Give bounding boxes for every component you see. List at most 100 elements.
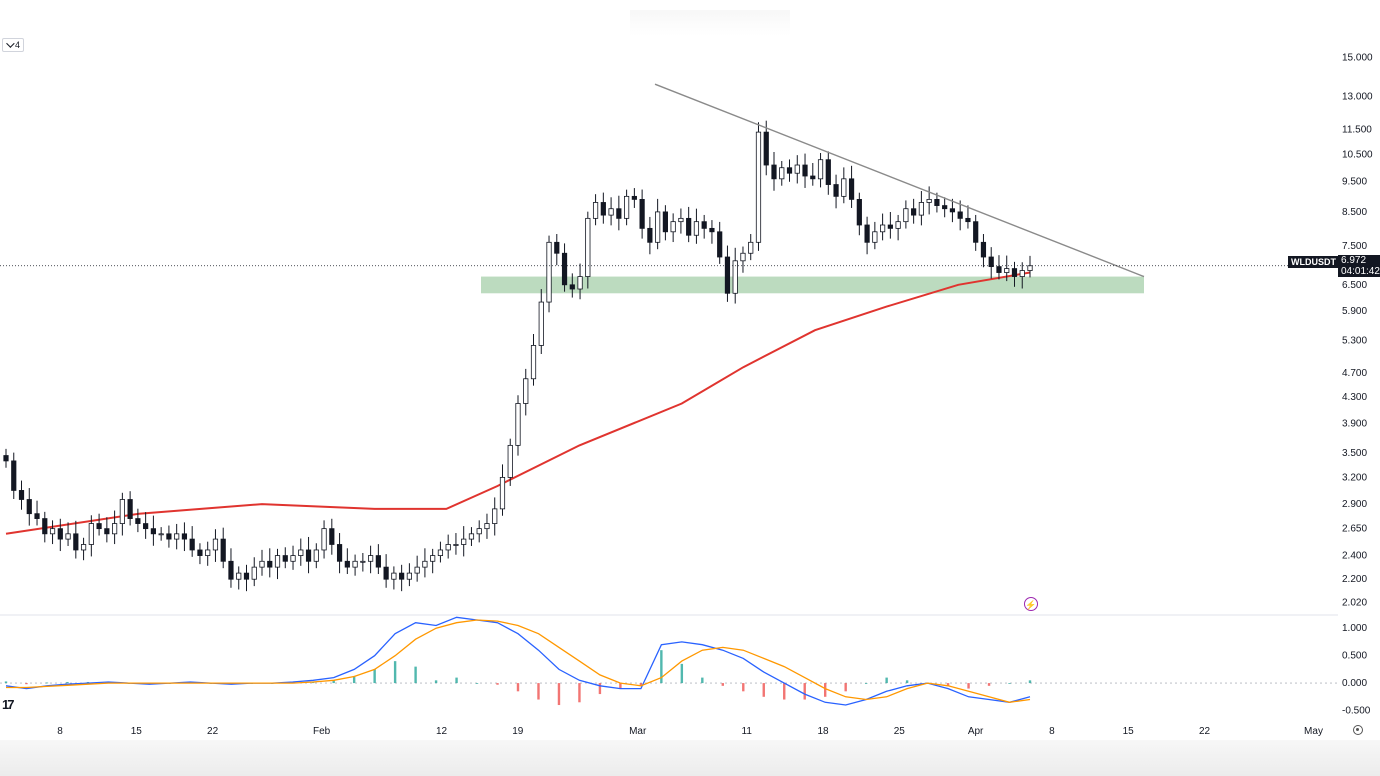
- candle-body: [515, 403, 521, 446]
- candle-body: [445, 544, 451, 551]
- candle-body: [127, 499, 133, 519]
- candle-body: [414, 566, 420, 574]
- candle-body: [949, 208, 956, 213]
- candle-body: [973, 221, 979, 243]
- candle-body: [631, 195, 637, 200]
- candle-body: [817, 159, 824, 180]
- macd-histogram-bar: [803, 683, 806, 700]
- price-tick-label: 5.300: [1342, 335, 1367, 346]
- macd-histogram-bar: [434, 680, 438, 684]
- candle-body: [670, 221, 676, 233]
- bottom-fade: [0, 740, 1380, 776]
- macd-histogram-bar: [578, 683, 581, 703]
- time-axis[interactable]: 8 15 22 Feb 12 19 Mar 11 18 25 Apr 8 15 22 May: [57, 726, 1323, 737]
- candle-body: [158, 533, 164, 536]
- candle-body: [360, 560, 366, 563]
- candle-body: [608, 208, 614, 216]
- macd-histogram-bar: [844, 683, 847, 692]
- time-tick-label: 18: [817, 726, 829, 737]
- candle-body: [197, 549, 203, 556]
- candle-body: [274, 555, 281, 568]
- candle-body: [833, 184, 839, 197]
- price-tick-label: 15.000: [1342, 53, 1373, 64]
- candle-body: [453, 544, 459, 546]
- candle-body: [880, 224, 886, 233]
- candle-body: [321, 528, 327, 551]
- candle-body: [561, 252, 568, 286]
- macd-histogram-bar: [1008, 683, 1011, 684]
- candle-body: [313, 549, 319, 562]
- candle-body: [228, 560, 234, 580]
- candle-body: [647, 227, 653, 243]
- candle-body: [624, 195, 630, 219]
- candle-body: [577, 276, 583, 290]
- candle-body: [554, 241, 560, 254]
- price-tick-label: 13.000: [1342, 91, 1373, 102]
- candle-body: [755, 131, 762, 243]
- macd-histogram-bar: [455, 677, 458, 684]
- candle-body: [903, 208, 909, 223]
- candle-body: [189, 538, 195, 551]
- legend-count: 4: [15, 40, 21, 50]
- time-tick-label: 22: [1199, 726, 1211, 737]
- signal-line: [6, 619, 1031, 703]
- candle-body: [926, 199, 932, 203]
- candle-body: [693, 221, 700, 236]
- tradingview-logo[interactable]: 17: [2, 697, 15, 712]
- macd-histogram-bar: [537, 683, 540, 700]
- candle-body: [406, 572, 412, 580]
- candle-body: [507, 444, 513, 478]
- macd-histogram-bar: [25, 683, 28, 685]
- macd-histogram-bar: [639, 683, 643, 686]
- candle-body: [709, 227, 715, 233]
- candle-body: [779, 167, 785, 180]
- candle-body: [236, 572, 242, 580]
- price-tick-label: 2.400: [1342, 551, 1367, 562]
- macd-histogram-bar: [721, 683, 724, 686]
- time-tick-label: 15: [131, 726, 143, 737]
- gear-icon[interactable]: [1353, 725, 1363, 735]
- macd-axis[interactable]: 1.000 0.500 0.000 -0.500: [1342, 623, 1371, 716]
- candle-body: [468, 533, 475, 540]
- candle-body: [212, 538, 219, 551]
- candle-body: [73, 533, 79, 551]
- macd-tick-label: 1.000: [1342, 623, 1367, 634]
- candle-body: [461, 538, 467, 545]
- candle-body: [368, 555, 374, 562]
- candle-body: [251, 566, 257, 580]
- candle-body: [538, 301, 544, 346]
- candle-body: [492, 508, 498, 524]
- candle-body: [205, 549, 211, 556]
- candle-body: [96, 523, 102, 530]
- candle-body: [686, 217, 692, 236]
- macd-histogram-bar: [393, 661, 397, 684]
- candle-body: [26, 499, 32, 515]
- candle-body: [329, 528, 335, 545]
- candle-body: [1027, 265, 1033, 271]
- candle-body: [3, 455, 9, 462]
- macd-histogram-bar: [967, 683, 970, 689]
- macd-histogram-bar: [414, 666, 417, 684]
- macd-tick-label: 0.500: [1342, 651, 1367, 662]
- candle-body: [143, 523, 149, 530]
- macd-histogram-bar: [660, 650, 663, 684]
- candle-body: [399, 572, 405, 580]
- macd-histogram-bar: [864, 683, 868, 684]
- candle-body: [988, 256, 994, 268]
- candle-body: [181, 533, 188, 540]
- candle-body: [965, 217, 971, 223]
- candle-body: [655, 211, 661, 243]
- price-tick-label: 2.020: [1342, 597, 1367, 608]
- price-axis[interactable]: 15.000 13.000 11.500 10.500 9.500 8.500 7.500 6…: [1342, 53, 1373, 609]
- macd-histogram-bar: [45, 682, 49, 684]
- candle-body: [662, 211, 668, 233]
- last-price-tag: 6.972 04:01:42: [1338, 255, 1380, 277]
- lightning-icon[interactable]: ⚡: [1024, 597, 1038, 611]
- candle-body: [678, 217, 684, 223]
- legend-collapse-button[interactable]: 4: [2, 38, 25, 52]
- candle-body: [375, 555, 381, 568]
- candle-body: [352, 560, 358, 568]
- last-price-value: 6.972: [1341, 255, 1367, 266]
- candle-body: [298, 549, 304, 556]
